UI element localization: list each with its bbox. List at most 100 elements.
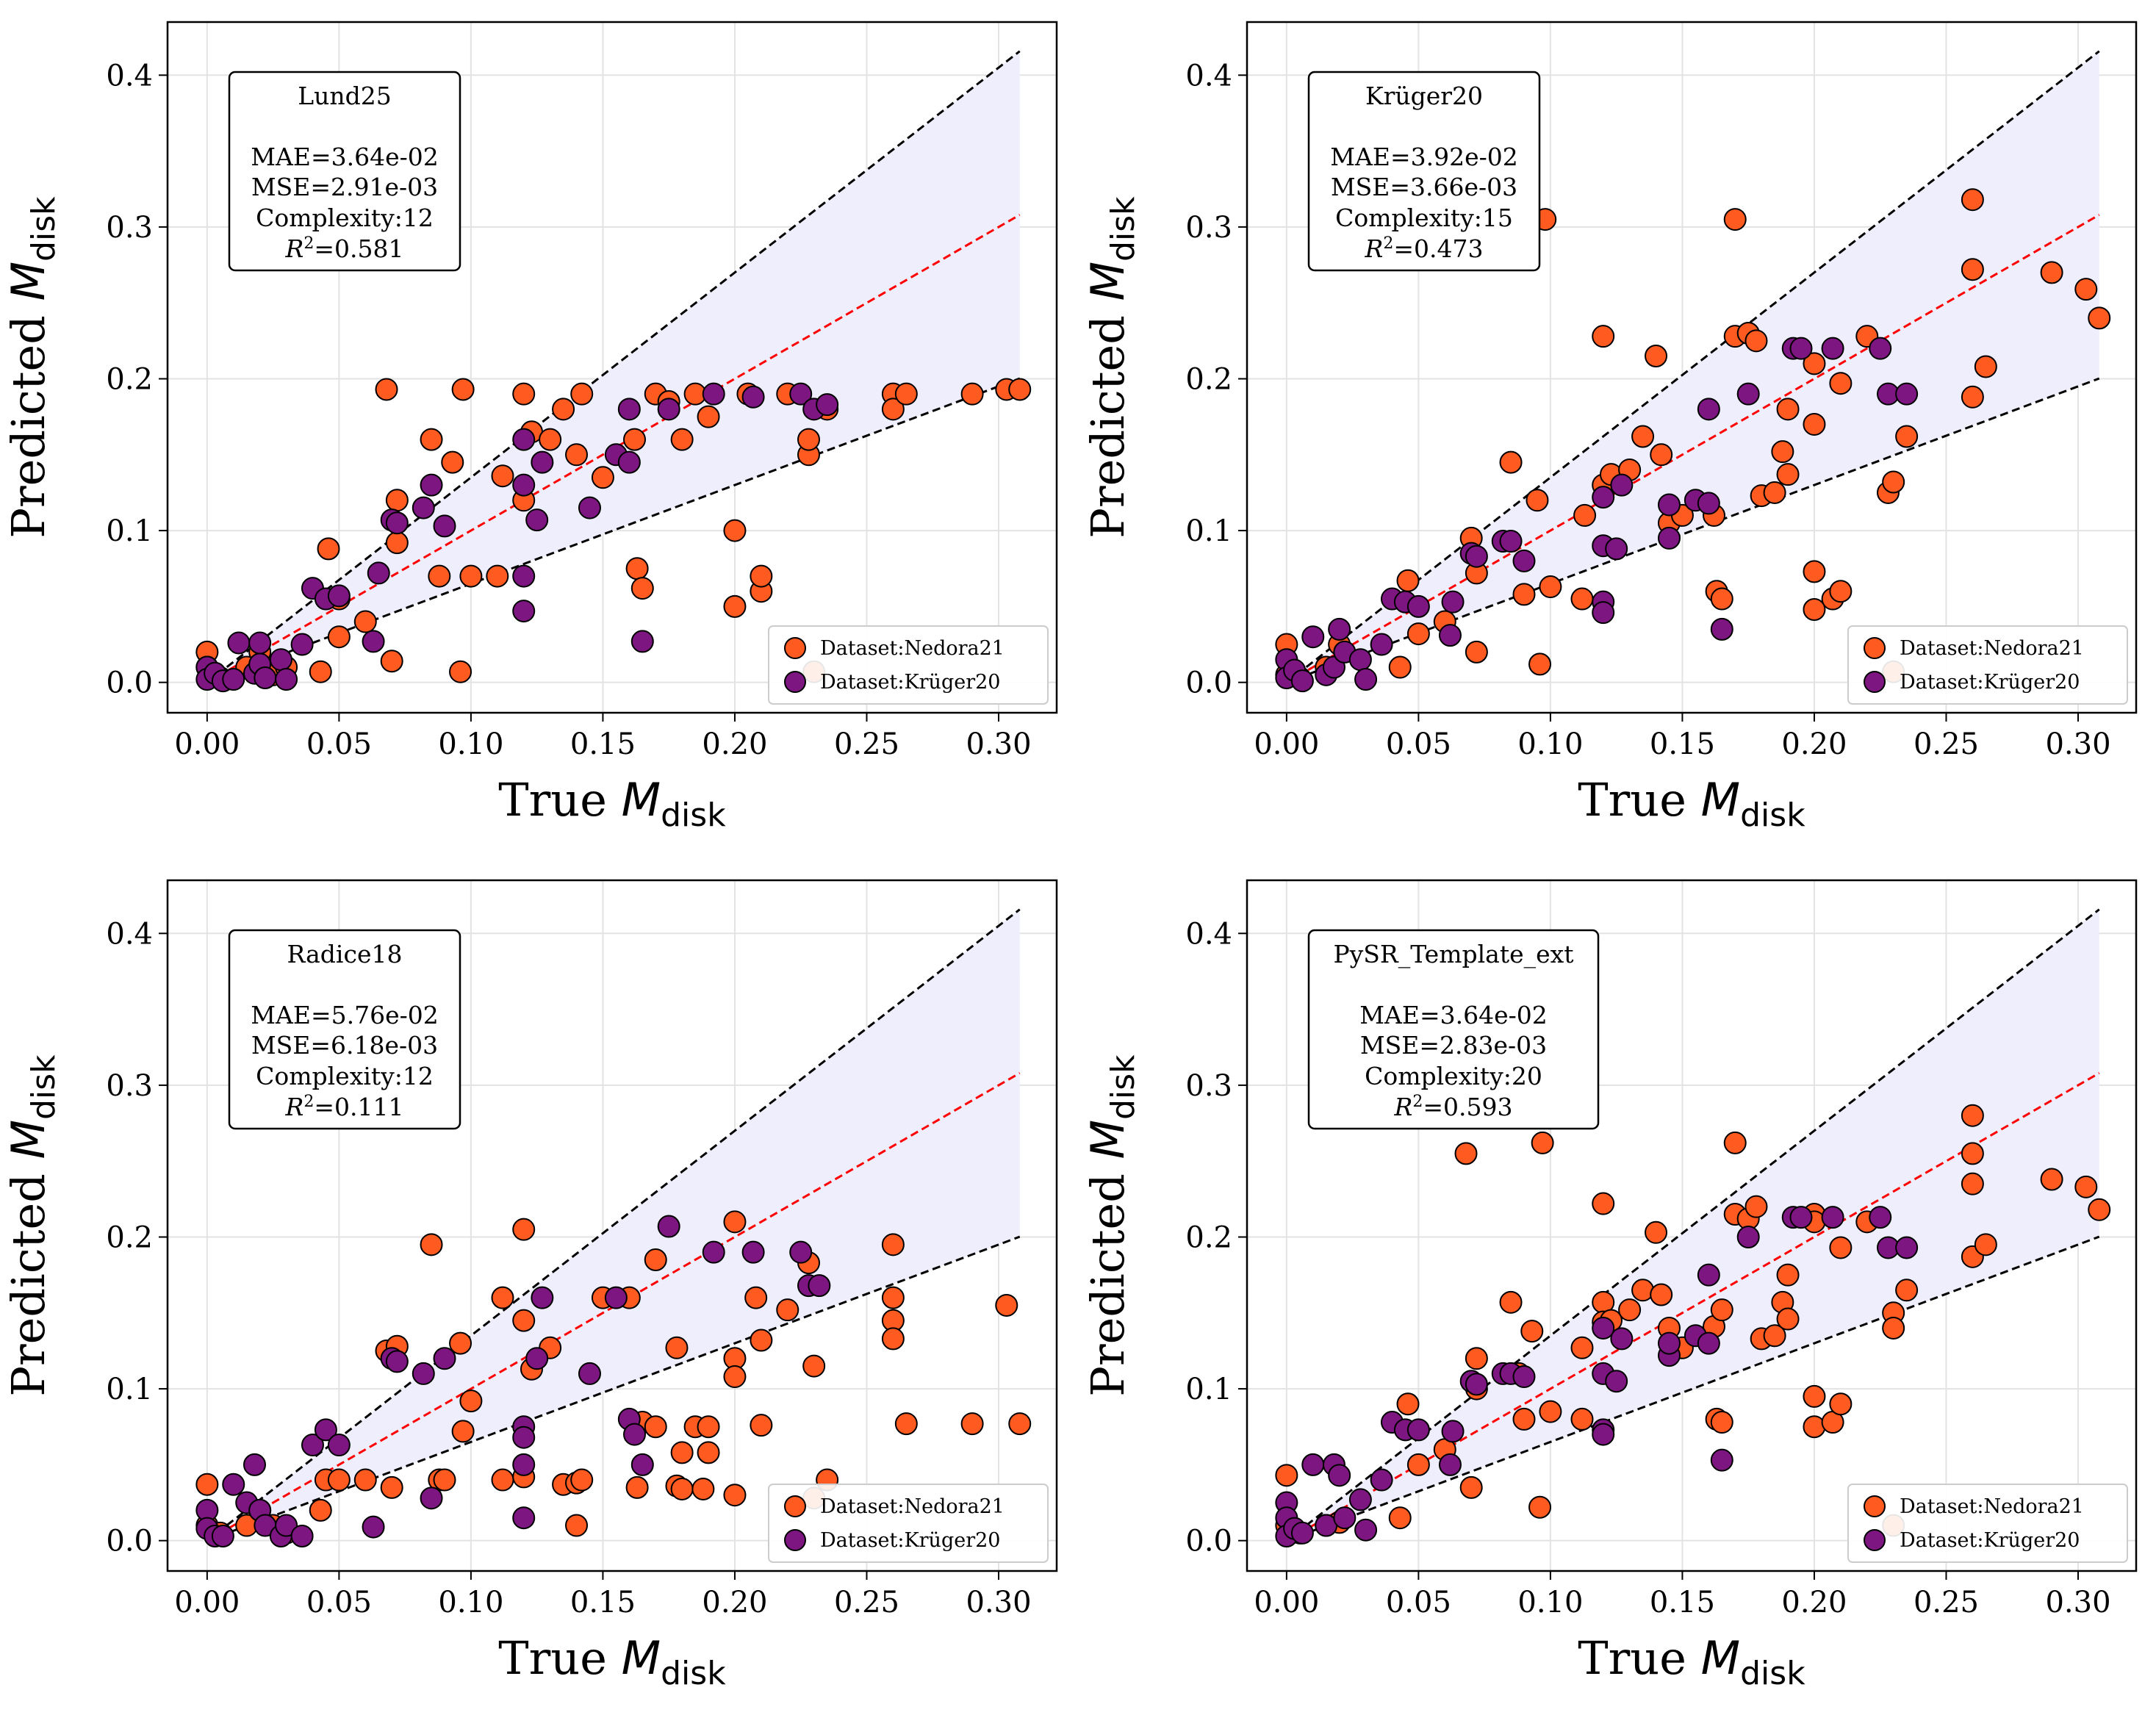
- kruger20-point: [290, 1524, 314, 1547]
- x-tick-label: 0.20: [1781, 727, 1847, 761]
- x-axis-prefix: True: [1578, 773, 1700, 827]
- nedora21-point: [1723, 1131, 1747, 1154]
- nedora21-point: [1803, 598, 1826, 622]
- nedora21-point: [539, 428, 562, 451]
- mae-value: MAE=5.76e-02: [251, 1001, 439, 1029]
- nedora21-point: [723, 1210, 747, 1234]
- nedora21-point: [2074, 278, 2098, 301]
- y-axis-symbol: M: [1, 1120, 55, 1159]
- kruger20-point: [525, 508, 549, 532]
- mae-value: MAE=3.64e-02: [1359, 1001, 1548, 1029]
- nedora21-point: [353, 610, 377, 633]
- nedora21-point: [552, 398, 575, 421]
- kruger20-point: [1697, 492, 1720, 515]
- nedora21-point: [375, 378, 398, 401]
- nedora21-point: [1771, 440, 1794, 464]
- y-axis-prefix: Predicted: [1081, 301, 1135, 538]
- nedora21-point: [1829, 1236, 1853, 1259]
- nedora21-point: [881, 1233, 905, 1256]
- nedora21-point: [420, 428, 443, 451]
- nedora21-point: [491, 1286, 514, 1309]
- y-tick-label: 0.0: [1185, 1525, 1232, 1558]
- y-tick-label: 0.1: [1185, 1373, 1232, 1406]
- x-tick-label: 0.10: [438, 727, 503, 761]
- x-axis-title: True Mdisk: [1578, 773, 1805, 834]
- nedora21-point: [723, 519, 747, 542]
- nedora21-point: [1406, 622, 1430, 646]
- r2-exponent: 2: [1412, 1093, 1423, 1111]
- nedora21-point: [512, 382, 536, 406]
- x-axis-prefix: True: [498, 1631, 621, 1685]
- r2-value: R2=0.111: [285, 1093, 404, 1121]
- panel-1: 0.00 0.05 0.10 0.15 0.20 0.25 0.30 0.0 0.1 0.2 0.3…: [1, 21, 1058, 834]
- kruger20-point: [1710, 617, 1733, 641]
- nedora21-point: [1961, 1172, 1984, 1196]
- nedora21-point: [630, 577, 654, 600]
- nedora21-point: [960, 382, 984, 406]
- nedora21-point: [1776, 1263, 1800, 1287]
- x-axis-subscript: disk: [1740, 1655, 1805, 1692]
- x-axis-title: True Mdisk: [498, 1631, 726, 1692]
- kruger20-point: [275, 668, 298, 691]
- r2-exponent: 2: [303, 1093, 314, 1111]
- nedora21-point: [894, 1412, 918, 1436]
- nedora21-point: [644, 1415, 667, 1439]
- kruger20-point: [433, 1347, 456, 1370]
- kruger20-point: [1406, 1418, 1430, 1442]
- kruger20-point: [1406, 594, 1430, 618]
- y-axis-prefix: Predicted: [1, 1159, 55, 1396]
- kruger20-point: [1657, 526, 1681, 550]
- kruger20-point: [1605, 537, 1628, 561]
- nedora21-point: [317, 537, 340, 561]
- x-tick-label: 0.30: [2045, 727, 2110, 761]
- nedora21-point: [750, 564, 773, 588]
- upper-bound-line: [1285, 908, 2100, 1542]
- nedora21-point: [881, 1286, 905, 1309]
- kruger20-point: [1869, 337, 1892, 360]
- legend-label: Dataset:Krüger20: [820, 1529, 1000, 1552]
- metrics-box: [228, 71, 461, 272]
- legend-box: [768, 1484, 1049, 1563]
- nedora21-point: [1763, 481, 1786, 504]
- kruger20-point: [1710, 1448, 1733, 1472]
- nedora21-point: [309, 660, 332, 683]
- legend-label: Dataset:Krüger20: [1900, 1529, 2080, 1552]
- nedora21-point: [1645, 345, 1668, 368]
- nedora21-point: [433, 1468, 456, 1492]
- r2-exponent: 2: [1383, 234, 1393, 253]
- nedora21-point: [1776, 463, 1800, 486]
- series-kruger20: [1275, 337, 1919, 693]
- nedora21-point: [1512, 1407, 1536, 1431]
- upper-bound-line: [206, 50, 1021, 683]
- nedora21-point: [1723, 208, 1747, 231]
- x-axis-subscript: disk: [661, 1655, 726, 1692]
- nedora21-point: [1710, 1411, 1733, 1434]
- legend-marker: [1864, 1495, 1886, 1517]
- kruger20-point: [512, 428, 536, 451]
- r2-symbol: R: [1394, 1093, 1413, 1121]
- nedora21-point: [1459, 1475, 1483, 1499]
- kruger20-point: [412, 1362, 435, 1385]
- nedora21-point: [1570, 587, 1594, 611]
- kruger20-point: [301, 1434, 324, 1457]
- nedora21-point: [1570, 1336, 1594, 1359]
- kruger20-point: [1465, 1373, 1488, 1396]
- axes-frame: [166, 879, 1058, 1572]
- complexity-value: Complexity:15: [1335, 204, 1513, 232]
- nedora21-point: [1961, 1142, 1984, 1165]
- nedora21-point: [691, 1477, 715, 1500]
- y-tick-label: 0.0: [106, 666, 153, 700]
- y-tick-label: 0.4: [1185, 59, 1232, 93]
- x-tick-label: 0.05: [306, 1586, 372, 1619]
- mae-value: MAE=3.92e-02: [1330, 143, 1518, 171]
- kruger20-point: [327, 1434, 351, 1457]
- model-title: Krüger20: [1365, 82, 1483, 110]
- series-kruger20: [195, 1215, 831, 1547]
- kruger20-point: [1438, 624, 1462, 647]
- kruger20-point: [1592, 601, 1615, 625]
- kruger20-point: [1592, 486, 1615, 509]
- kruger20-point: [1348, 1488, 1372, 1511]
- kruger20-point: [1354, 668, 1378, 691]
- complexity-value: Complexity:20: [1365, 1062, 1542, 1090]
- y-axis-subscript: disk: [25, 196, 62, 262]
